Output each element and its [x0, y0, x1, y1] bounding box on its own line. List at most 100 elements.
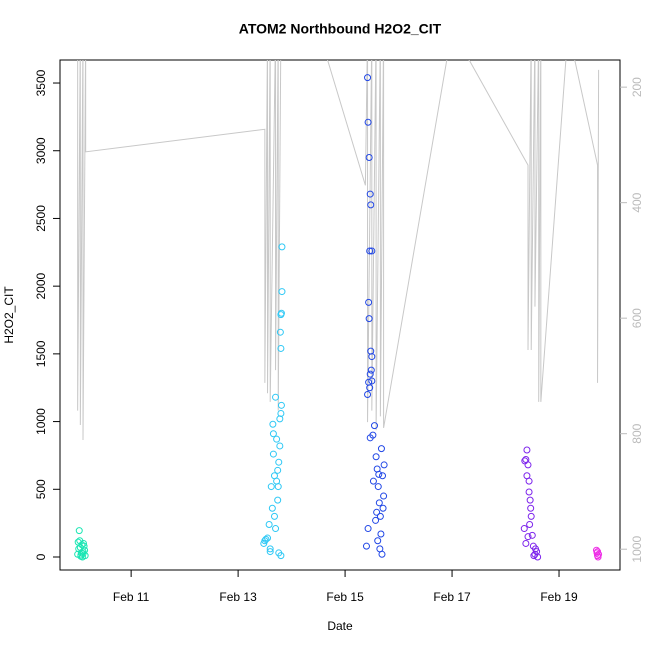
y-tick-label: 1500	[34, 340, 48, 367]
point	[374, 483, 382, 491]
point	[277, 552, 285, 560]
point	[75, 527, 83, 535]
point	[375, 499, 383, 507]
point	[79, 550, 87, 558]
point	[379, 472, 387, 480]
point	[262, 535, 270, 543]
x-tick-label: Feb 17	[433, 590, 471, 604]
point	[270, 512, 278, 520]
point	[530, 552, 538, 560]
point	[274, 466, 282, 474]
point	[526, 520, 534, 528]
point	[268, 504, 276, 512]
point	[272, 393, 280, 401]
point	[272, 525, 280, 533]
point	[372, 516, 380, 524]
x-tick-label: Feb 11	[113, 590, 150, 604]
point	[527, 504, 535, 512]
point	[277, 344, 285, 352]
point	[380, 492, 388, 500]
point	[366, 190, 374, 198]
point	[379, 504, 387, 512]
point	[366, 434, 374, 442]
point	[524, 533, 532, 541]
point	[267, 483, 275, 491]
point	[368, 247, 376, 255]
y2-tick-label: 1000	[630, 536, 644, 563]
point	[372, 453, 380, 461]
point	[81, 546, 89, 554]
point	[366, 247, 374, 255]
point	[523, 446, 531, 454]
point	[266, 545, 274, 553]
y-tick-label: 3500	[34, 69, 48, 96]
point	[277, 401, 285, 409]
point	[526, 496, 534, 504]
point	[74, 538, 82, 546]
point	[594, 548, 602, 556]
y-tick-label: 3000	[34, 137, 48, 164]
point	[273, 435, 281, 443]
point	[374, 537, 382, 545]
point	[364, 74, 372, 82]
point	[380, 461, 388, 469]
point	[278, 243, 286, 251]
point	[370, 422, 378, 430]
y-tick-label: 2000	[34, 272, 48, 299]
point	[275, 458, 283, 466]
y2-tick-label: 800	[630, 423, 644, 443]
pressure-line	[77, 60, 600, 441]
point	[365, 298, 373, 306]
point	[375, 470, 383, 478]
y-tick-label: 2500	[34, 205, 48, 232]
point	[277, 311, 285, 319]
point	[365, 154, 373, 162]
point	[523, 472, 531, 480]
point	[366, 370, 374, 378]
point	[260, 539, 268, 547]
point	[527, 512, 535, 520]
y2-tick-label: 600	[630, 308, 644, 328]
y-tick-label: 500	[34, 479, 48, 499]
point	[364, 118, 372, 126]
point	[377, 530, 385, 538]
point	[525, 488, 533, 496]
point	[594, 553, 602, 561]
point	[274, 496, 282, 504]
point	[269, 450, 277, 458]
y2-tick-label: 400	[630, 192, 644, 212]
point	[80, 542, 88, 550]
point	[367, 201, 375, 209]
point	[364, 390, 372, 398]
point	[528, 531, 536, 539]
point	[531, 545, 539, 553]
point	[367, 366, 375, 374]
point	[270, 472, 278, 480]
point	[368, 353, 376, 361]
y-tick-label: 1000	[34, 408, 48, 435]
point	[278, 288, 286, 296]
point	[265, 520, 273, 528]
y-tick-label: 0	[34, 553, 48, 560]
point	[362, 542, 370, 550]
point	[520, 525, 528, 533]
point	[373, 508, 381, 516]
x-tick-label: Feb 15	[326, 590, 364, 604]
point	[364, 525, 372, 533]
point	[277, 409, 285, 417]
point	[369, 477, 377, 485]
point	[534, 553, 542, 561]
point	[377, 445, 385, 453]
point	[524, 461, 532, 469]
y2-tick-label: 200	[630, 77, 644, 97]
point	[264, 534, 272, 542]
y-axis-label: H2O2_CIT	[2, 286, 16, 344]
chart-title: ATOM2 Northbound H2O2_CIT	[239, 21, 442, 37]
point	[366, 384, 374, 392]
point	[378, 550, 386, 558]
x-tick-label: Feb 19	[540, 590, 578, 604]
x-axis-label: Date	[327, 619, 353, 633]
x-tick-label: Feb 13	[219, 590, 257, 604]
plot-area	[74, 60, 603, 561]
